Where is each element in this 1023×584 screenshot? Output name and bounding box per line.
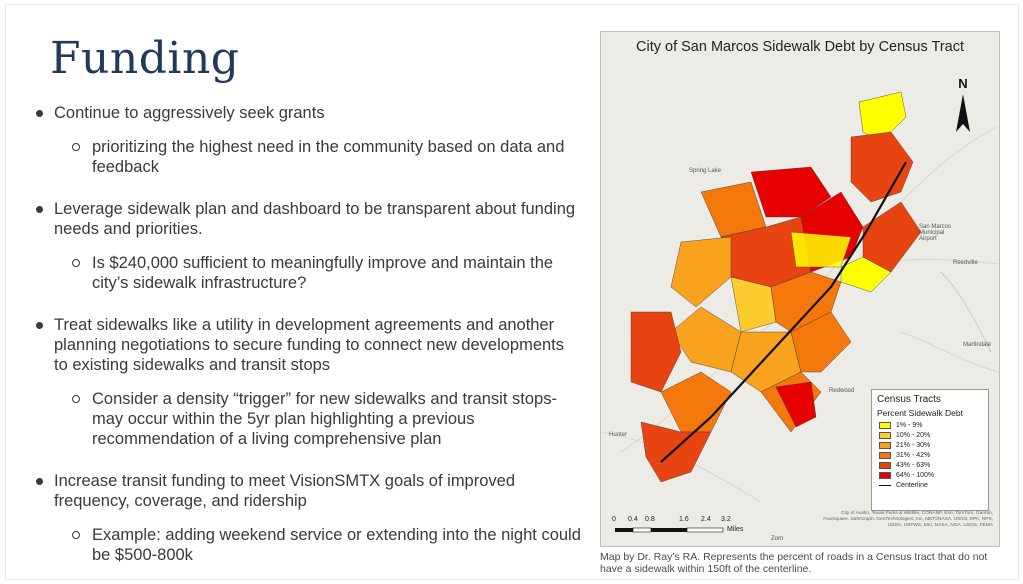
tract — [670, 236, 732, 308]
sidewalk-debt-map: City of San Marcos Sidewalk Debt by Cens… — [600, 31, 1000, 547]
place-label: Spring Lake — [689, 168, 722, 174]
tract — [630, 311, 682, 393]
tract — [790, 311, 852, 373]
place-label: Hunter — [609, 432, 628, 438]
legend-item: 1% - 9% — [879, 421, 988, 429]
legend-line-item: Centerline — [879, 481, 988, 489]
legend-item: 21% - 30% — [879, 441, 988, 449]
scale-tick: 0.4 — [628, 516, 638, 523]
tract — [862, 201, 922, 273]
slide-title: Funding — [50, 33, 240, 84]
place-label: Zorn — [771, 536, 784, 542]
legend-item: 31% - 42% — [879, 451, 988, 459]
map-graphic — [601, 91, 999, 533]
sub-bullet-item: Example: adding weekend service or exten… — [34, 525, 582, 565]
scale-unit: Miles — [727, 526, 744, 533]
tract — [840, 256, 892, 293]
tract — [850, 131, 914, 203]
legend-item: 43% - 63% — [879, 461, 988, 469]
scale-tick: 2.4 — [701, 516, 711, 523]
map-title: City of San Marcos Sidewalk Debt by Cens… — [636, 39, 964, 55]
map-caption: Map by Dr. Ray’s RA. Represents the perc… — [600, 551, 988, 575]
tract — [700, 181, 767, 238]
tract — [790, 231, 852, 268]
legend-subtitle: Percent Sidewalk Debt — [877, 408, 963, 418]
north-arrow-icon: N — [958, 76, 968, 91]
scale-tick: 3.2 — [721, 516, 731, 523]
legend-item: 10% - 20% — [879, 431, 988, 439]
legend-title: Census Tracts — [877, 394, 941, 405]
tract — [775, 381, 817, 428]
tract — [670, 306, 742, 373]
tract — [640, 421, 712, 483]
sub-bullet-item: Consider a density “trigger” for new sid… — [34, 389, 582, 449]
place-label: Martindale — [963, 342, 992, 348]
bullet-item: Continue to aggressively seek grants — [34, 103, 582, 123]
place-label: Reedville — [953, 260, 978, 266]
tract — [750, 166, 832, 218]
centerline-path — [660, 161, 907, 463]
scale-tick: 0.8 — [645, 516, 655, 523]
tract — [660, 371, 732, 433]
bullet-item: Leverage sidewalk plan and dashboard to … — [34, 199, 582, 239]
map-legend: Census Tracts Percent Sidewalk Debt 1% -… — [871, 389, 989, 511]
presentation-slide: Funding Continue to aggressively seek gr… — [6, 5, 1018, 579]
sub-bullet-item: Is $240,000 sufficient to meaningfully i… — [34, 253, 582, 293]
place-label: San Marcos Municipal Airport — [919, 224, 952, 242]
tract — [858, 91, 907, 143]
bullet-item: Treat sidewalks like a utility in develo… — [34, 315, 582, 375]
place-label: Redwood — [829, 388, 855, 394]
bullet-list: Continue to aggressively seek grants pri… — [34, 103, 582, 579]
map-credits: City of Austin, Texas Parks & Wildlife, … — [823, 511, 993, 528]
scale-tick: 1.6 — [679, 516, 689, 523]
bullet-item: Increase transit funding to meet VisionS… — [34, 471, 582, 511]
scale-tick: 0 — [612, 516, 616, 523]
legend-item: 64% - 100% — [879, 471, 988, 479]
sub-bullet-item: prioritizing the highest need in the com… — [34, 137, 582, 177]
